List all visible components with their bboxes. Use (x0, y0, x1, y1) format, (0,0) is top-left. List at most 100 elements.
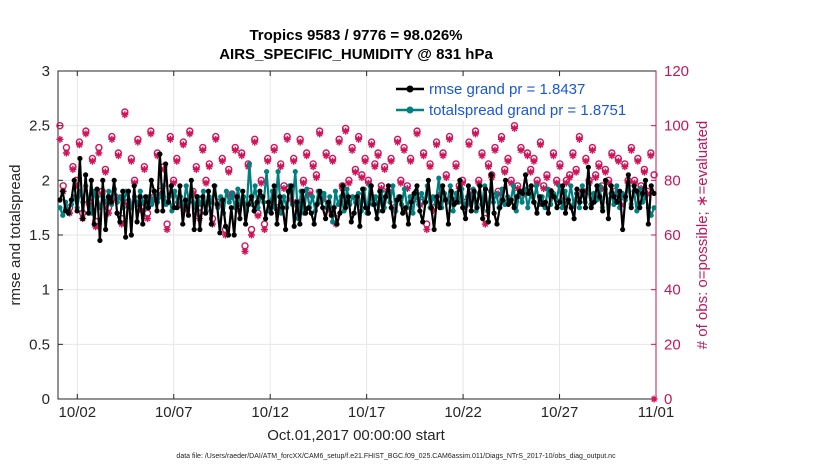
rmse-point (368, 183, 374, 189)
rmse-point (268, 210, 274, 216)
totalspread-point (223, 188, 230, 194)
obs-evaluated-marker (621, 163, 629, 171)
rmse-point (228, 205, 234, 211)
totalspread-point (292, 168, 298, 175)
x-tick-label: 10/22 (444, 404, 482, 421)
rmse-point (165, 199, 172, 205)
rmse-point (634, 188, 640, 194)
rmse-point (208, 221, 214, 227)
rmse-point (434, 194, 440, 200)
rmse-point (77, 155, 83, 162)
obs-evaluated-marker (95, 149, 103, 157)
y-right-tick-label: 40 (664, 282, 681, 299)
rmse-point (154, 208, 160, 214)
rmse-point (468, 208, 474, 214)
obs-evaluated-marker (299, 179, 307, 187)
obs-evaluated-marker (179, 141, 187, 149)
rmse-point (354, 194, 360, 200)
rmse-point (525, 190, 531, 197)
rmse-point (334, 221, 340, 227)
obs-evaluated-marker (303, 152, 311, 160)
y-axis-ticks: 0 0.5 1 1.5 2 2.5 3 (29, 63, 63, 408)
rmse-point (245, 201, 252, 207)
obs-evaluated-marker (429, 206, 437, 214)
rmse-point (163, 161, 169, 167)
y-right-tick-label: 80 (664, 172, 681, 189)
rmse-series (57, 151, 657, 244)
obs-evaluated-marker (484, 163, 492, 171)
obs-evaluated-marker (364, 179, 372, 187)
rmse-point (271, 183, 277, 189)
rmse-point (514, 194, 520, 200)
obs-evaluated-marker (260, 226, 268, 234)
totalspread-point (447, 183, 453, 189)
legend-background (392, 77, 654, 121)
rmse-point (462, 216, 469, 222)
rmse-point (185, 212, 192, 218)
rmse-point (557, 199, 563, 205)
y-axis-label: rmse and totalspread (7, 165, 24, 306)
rmse-point (577, 199, 583, 205)
totalspread-point (614, 183, 620, 189)
rmse-point (188, 177, 194, 183)
rmse-point (157, 151, 163, 157)
totalspread-point (344, 186, 350, 192)
y-tick-label: 1.5 (29, 227, 50, 244)
x-tick-label: 10/07 (155, 404, 193, 421)
rmse-point (511, 205, 517, 211)
rmse-point (65, 210, 72, 216)
obs-evaluated-marker (212, 135, 220, 143)
obs-evaluated-marker (329, 157, 337, 165)
obs-evaluated-marker (296, 138, 304, 146)
rmse-point (614, 199, 620, 205)
rmse-point (248, 194, 254, 200)
rmse-point (454, 199, 460, 205)
obs-evaluated-marker (433, 141, 441, 149)
rmse-point (520, 190, 526, 197)
rmse-point (183, 197, 189, 203)
totalspread-point (275, 168, 281, 175)
totalspread-point (533, 183, 539, 189)
rmse-point (617, 188, 623, 194)
obs-evaluated-marker (543, 174, 551, 182)
totalspread-point (172, 188, 178, 194)
obs-evaluated-marker (572, 168, 580, 176)
obs-evaluated-marker (420, 152, 428, 160)
rmse-point (71, 177, 77, 183)
totalspread-point (430, 194, 436, 200)
obs-evaluated-marker (504, 157, 512, 165)
obs-evaluated-marker (517, 146, 525, 154)
rmse-point (231, 232, 237, 238)
obs-evaluated-marker (640, 168, 648, 176)
rmse-point (131, 183, 137, 189)
obs-evaluated-marker (312, 174, 320, 182)
rmse-point (83, 172, 89, 178)
totalspread-point (502, 201, 508, 207)
obs-evaluated-marker (452, 163, 460, 171)
obs-evaluated-marker (650, 395, 658, 403)
obs-evaluated-marker (150, 195, 158, 203)
obs-evaluated-marker (527, 168, 535, 176)
rmse-point (305, 205, 312, 211)
rmse-point (151, 188, 157, 194)
obs-evaluated-marker (472, 130, 480, 138)
rmse-point (545, 210, 551, 216)
rmse-point (622, 194, 629, 200)
rmse-point (240, 188, 246, 194)
obs-evaluated-marker (426, 163, 434, 171)
rmse-point (422, 199, 429, 205)
rmse-point (428, 205, 434, 211)
obs-evaluated-markers (56, 111, 658, 403)
rmse-point (528, 183, 534, 189)
obs-evaluated-marker (442, 174, 450, 182)
rmse-point (280, 205, 286, 211)
rmse-point (648, 183, 654, 189)
rmse-point (294, 199, 300, 205)
obs-evaluated-marker (397, 179, 405, 187)
totalspread-point (450, 208, 456, 214)
obs-evaluated-marker (225, 168, 233, 176)
obs-possible-marker (650, 171, 658, 179)
obs-evaluated-marker (176, 201, 184, 209)
chart-title-line2: AIRS_SPECIFIC_HUMIDITY @ 831 hPa (219, 46, 493, 63)
rmse-point (560, 183, 566, 189)
